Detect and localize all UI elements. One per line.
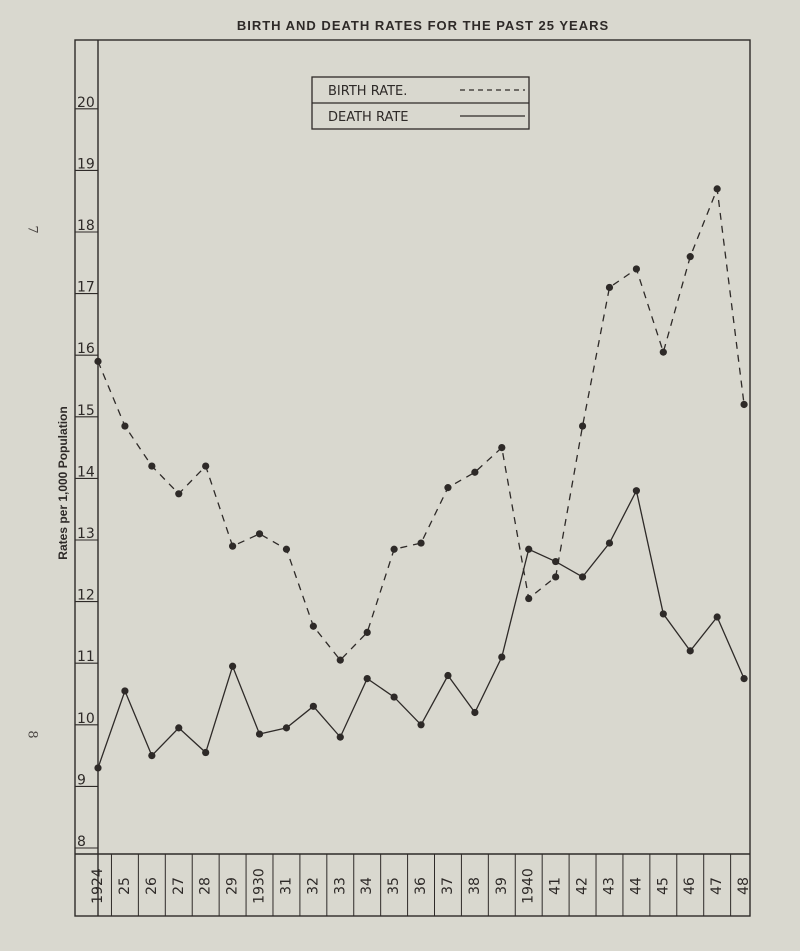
x-tick-label: 1924 [90, 868, 106, 904]
x-tick-label: 46 [682, 877, 698, 895]
x-tick-label: 1930 [252, 868, 268, 904]
x-tick-label: 38 [467, 877, 483, 895]
death-rate-point [229, 662, 237, 670]
death-rate-point [202, 748, 210, 757]
death-rate-point [498, 653, 506, 661]
birth-rate-point [498, 444, 506, 452]
birth-rate-point [525, 594, 533, 603]
x-tick-label: 43 [601, 877, 617, 895]
birth-rate-point [148, 462, 156, 470]
birth-rate-point [282, 545, 291, 553]
birth-rate-point [713, 185, 721, 193]
y-tick-label: 20 [77, 95, 95, 111]
death-rate-point [578, 573, 587, 581]
birth-rate-point [444, 484, 452, 492]
death-rate-point [632, 487, 641, 495]
x-tick-label: 36 [413, 877, 429, 895]
birth-rate-point [94, 357, 102, 365]
death-rate-point [552, 557, 560, 566]
series-layer [94, 185, 748, 772]
death-rate-point [444, 671, 452, 680]
birth-rate-point [336, 656, 344, 664]
y-tick-label: 11 [77, 649, 95, 665]
birth-rate-point [686, 253, 694, 261]
y-tick-label: 10 [77, 711, 95, 727]
death-rate-point [363, 675, 371, 683]
death-rate-point [282, 724, 291, 732]
birth-rate-point [309, 622, 317, 630]
x-tick-label: 1940 [521, 868, 537, 904]
x-tick-label: 31 [278, 877, 294, 895]
x-tick-label: 26 [144, 877, 160, 895]
birth-rate-point [471, 468, 479, 476]
x-tick-label: 44 [628, 877, 644, 895]
x-tick-label: 37 [440, 877, 456, 895]
death-rate-point [686, 647, 694, 655]
y-tick-label: 18 [77, 218, 95, 234]
y-tick-label: 14 [77, 464, 95, 480]
plot-frame [74, 39, 751, 917]
birth-rate-point [605, 283, 614, 292]
x-tick-label: 27 [171, 877, 187, 895]
birth-rate-point [552, 573, 560, 581]
x-tick-label: 28 [198, 877, 214, 895]
x-tick-label: 48 [736, 877, 752, 895]
y-tick-label: 12 [77, 588, 95, 604]
birth-rate-point [363, 628, 371, 637]
death-rate-point [94, 764, 102, 772]
birth-rate-point [417, 539, 425, 547]
birth-rate-point [390, 545, 398, 553]
chart-title: BIRTH AND DEATH RATES FOR THE PAST 25 YE… [236, 18, 610, 33]
death-rate-point [255, 730, 264, 738]
death-rate-point [336, 733, 344, 741]
death-rate-point [121, 687, 129, 695]
birth-rate-point [255, 530, 264, 538]
death-rate-point [148, 752, 156, 760]
x-tick-label: 41 [548, 877, 564, 895]
birth-rate-point [659, 348, 667, 356]
death-rate-point [605, 539, 614, 547]
y-tick-label: 17 [77, 280, 95, 296]
death-rate-point [471, 708, 479, 717]
birth-rate-point [632, 265, 641, 273]
birth-rate-point [121, 422, 129, 430]
x-tick-label: 45 [655, 877, 671, 895]
legend: BIRTH RATE. DEATH RATE [311, 76, 530, 130]
death-rate-point [659, 610, 667, 618]
legend-label: BIRTH RATE. [328, 84, 407, 99]
x-tick-label: 42 [575, 877, 591, 895]
birth-rate-point [175, 490, 183, 498]
x-tick-label: 39 [494, 877, 510, 895]
y-tick-label: 15 [77, 403, 95, 419]
death-rate-point [309, 702, 317, 710]
y-tick-label: 9 [77, 772, 86, 788]
y-tick-label: 16 [77, 341, 95, 357]
x-tick-label: 34 [359, 877, 375, 895]
y-tick-label: 19 [77, 156, 95, 172]
x-tick-label: 32 [305, 877, 321, 895]
death-rate-point [740, 675, 748, 683]
death-rate-point [713, 613, 721, 621]
death-rate-point [525, 545, 533, 553]
y-ticks: 8 9 10 11 12 13 14 15 16 17 18 19 20 [75, 95, 98, 850]
legend-label: DEATH RATE [328, 110, 409, 125]
birth-rate-point [202, 462, 210, 470]
birth-rate-point [740, 400, 748, 409]
death-rate-point [175, 724, 183, 732]
birth-rate-point [578, 422, 587, 430]
y-tick-label: 8 [77, 834, 86, 850]
x-ticks: 1924 25 26 27 28 29 1930 31 32 33 34 35 36 37 38 39 1940… [90, 854, 752, 916]
death-rate-point [390, 693, 398, 701]
x-tick-label: 47 [709, 877, 725, 895]
birth-rate-line [97, 188, 745, 662]
x-tick-label: 33 [332, 877, 348, 895]
x-tick-label: 35 [386, 877, 402, 895]
y-tick-label: 13 [77, 526, 95, 542]
birth-rate-point [229, 542, 237, 550]
x-tick-label: 29 [225, 877, 241, 895]
x-tick-label: 25 [117, 877, 133, 895]
death-rate-point [417, 721, 425, 729]
